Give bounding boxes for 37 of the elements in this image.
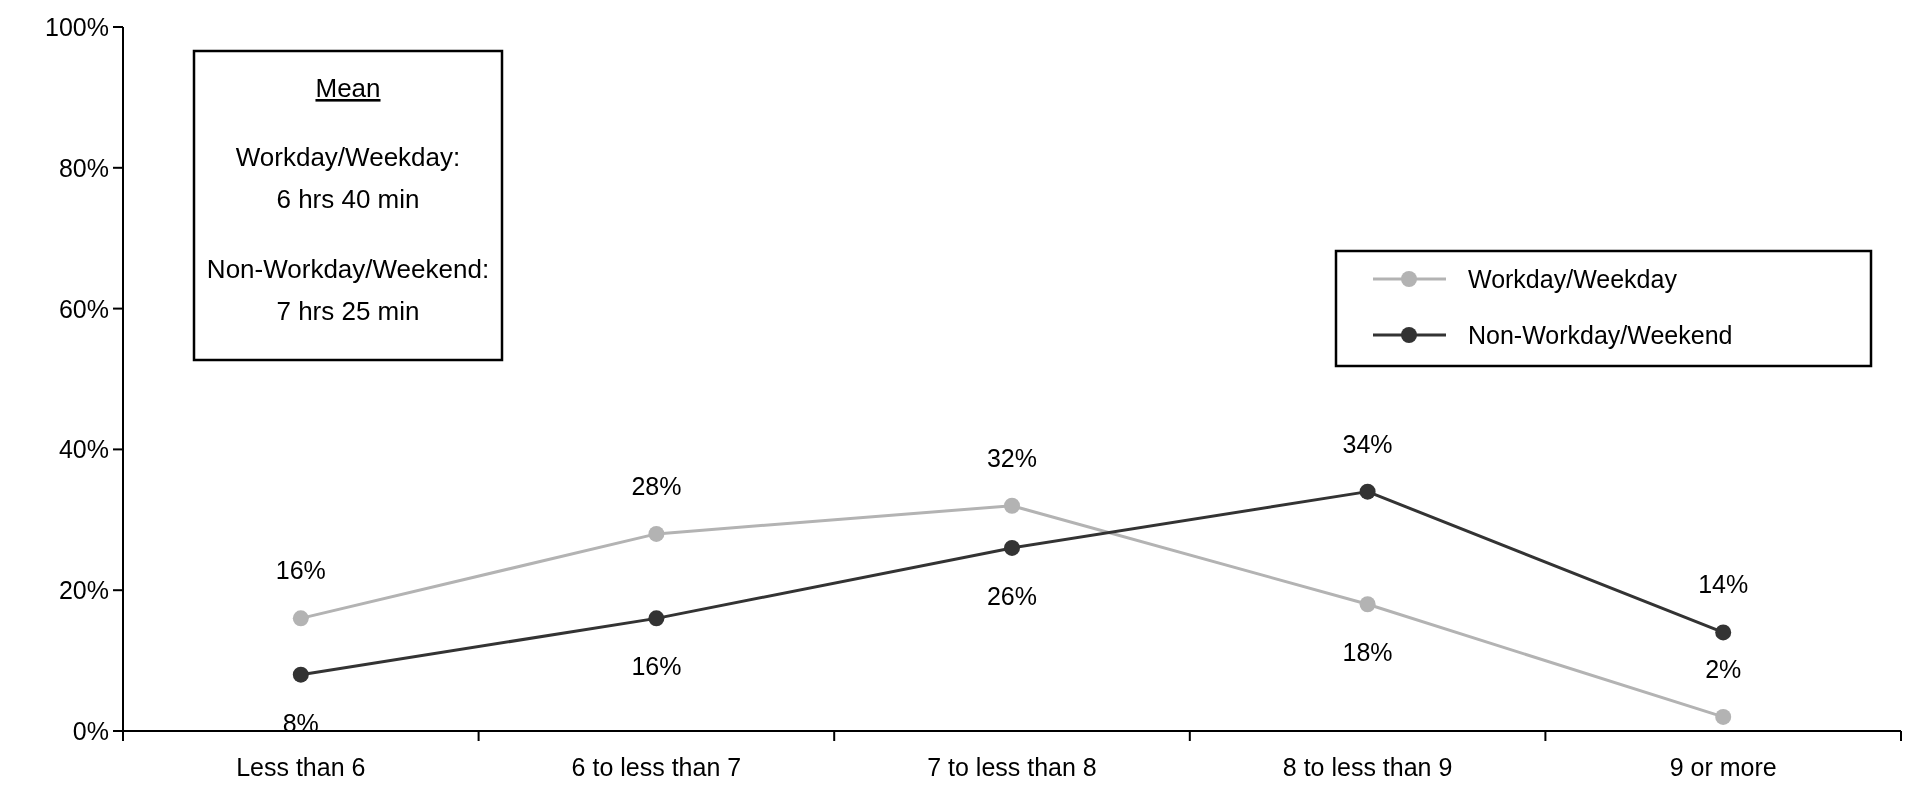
data-label: 32% — [986, 443, 1038, 472]
point — [1715, 708, 1732, 725]
point — [648, 525, 665, 542]
annotation: 6 hrs 40 min — [276, 184, 420, 214]
y-tick-label: 40% — [58, 435, 109, 464]
y-tick-label: 80% — [58, 153, 109, 182]
legend-label: Non-Workday/Weekend — [1468, 321, 1733, 349]
annotation: Mean — [315, 73, 381, 103]
point — [648, 610, 665, 627]
x-tick-label: 9 or more — [1669, 753, 1777, 781]
point — [292, 610, 309, 627]
y-tick-label: 20% — [58, 576, 109, 605]
data-label: 28% — [631, 471, 682, 500]
data-label: 16% — [275, 556, 326, 585]
legend-label: Workday/Weekday — [1468, 265, 1678, 293]
point — [1359, 483, 1376, 500]
data-label: 14% — [1698, 570, 1749, 599]
point — [1004, 539, 1020, 556]
x-tick-label: 8 to less than 9 — [1282, 753, 1453, 781]
data-label: 18% — [1342, 638, 1393, 667]
point — [1359, 596, 1376, 613]
data-label: 16% — [631, 652, 682, 681]
point — [1004, 497, 1020, 514]
data-label: 2% — [1705, 654, 1742, 683]
point — [1715, 624, 1732, 641]
y-tick-label: 100% — [45, 13, 109, 41]
data-label: 26% — [986, 581, 1038, 610]
annotation: Workday/Weekday: — [235, 142, 461, 172]
y-tick-label: 0% — [72, 717, 109, 745]
x-tick-label: Less than 6 — [236, 753, 366, 781]
y-tick-label: 60% — [58, 294, 109, 323]
x-tick-label: 7 to less than 8 — [927, 753, 1097, 781]
point — [292, 666, 309, 683]
annotation: Non-Workday/Weekend: — [206, 254, 490, 284]
data-label: 34% — [1342, 429, 1393, 458]
annotation: 7 hrs 25 min — [276, 296, 420, 326]
x-tick-label: 6 to less than 7 — [571, 753, 742, 781]
